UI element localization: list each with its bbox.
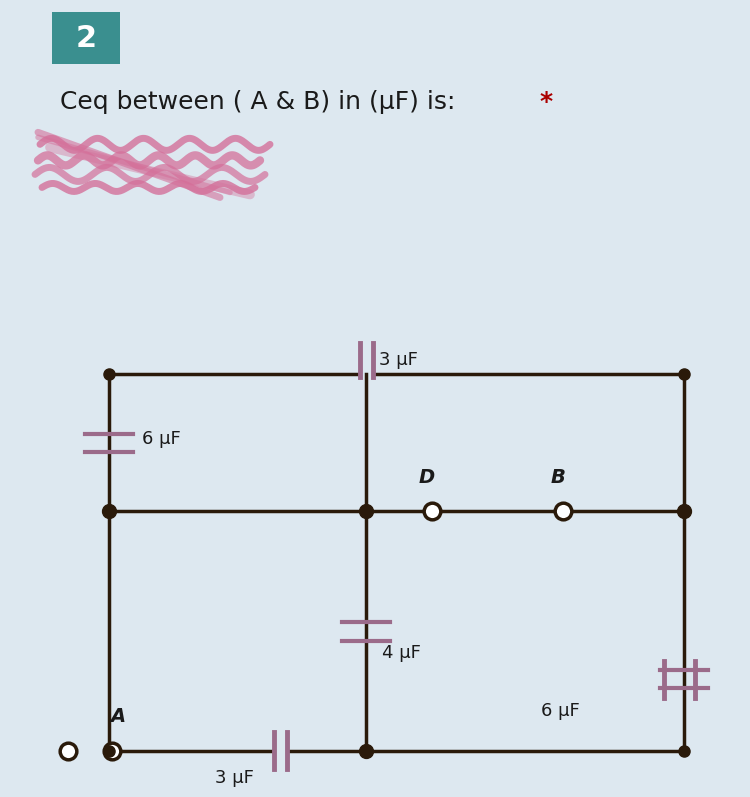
Text: A: A [110,707,125,726]
Text: 6 μF: 6 μF [142,430,181,448]
Text: Ceq between ( A & B) in (μF) is:: Ceq between ( A & B) in (μF) is: [60,90,455,114]
Text: B: B [550,468,566,487]
Text: 2: 2 [76,24,97,53]
Text: 6 μF: 6 μF [542,701,580,720]
Text: 3 μF: 3 μF [215,769,254,787]
Text: D: D [419,468,434,487]
Text: 3 μF: 3 μF [380,351,419,369]
FancyBboxPatch shape [52,12,120,64]
Text: 4 μF: 4 μF [382,644,421,662]
Text: *: * [540,90,553,114]
